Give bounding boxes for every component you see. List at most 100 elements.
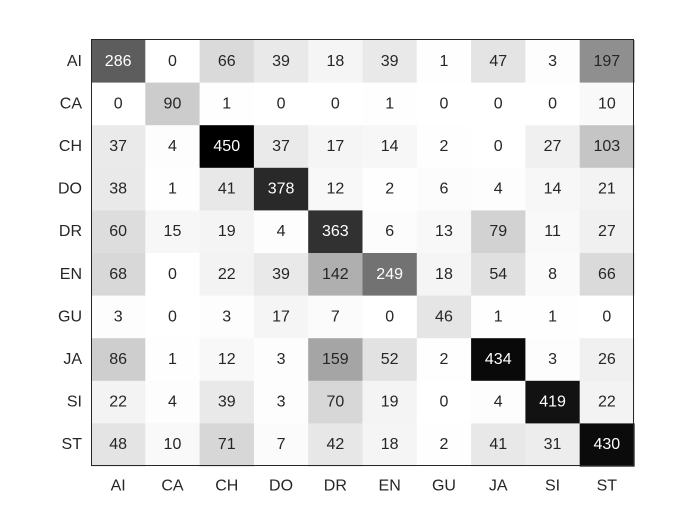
cell-value-label: 10 [598,95,616,112]
cell-value-label: 159 [322,351,349,368]
cell-value-label: 18 [381,436,399,453]
row-tick-label-si: SI [67,394,82,411]
cell-value-label: 47 [489,53,507,70]
heatmap-cell-ai-dr [308,40,364,84]
heatmap-cell-ch-si [525,125,581,169]
heatmap-cell-ca-ja [471,82,526,126]
cell-value-label: 2 [385,181,394,198]
heatmap-cell-do-en [362,167,418,211]
heatmap-cell-ch-st [579,125,635,169]
heatmap-cell-do-ja [471,167,526,211]
heatmap-cell-en-ai [91,253,146,297]
cell-value-label: 22 [109,394,127,411]
heatmap-cell-en-ja [471,253,526,297]
heatmap-cell-st-ch [199,423,255,467]
cell-value-label: 41 [489,436,507,453]
heatmap-cell-ja-ca [145,338,201,382]
row-tick-label-ai: AI [67,53,82,70]
heatmap-cell-st-do [253,423,309,467]
cell-value-label: 66 [598,266,616,283]
heatmap-cell-dr-ai [91,210,146,254]
cell-value-label: 450 [213,138,240,155]
cell-value-label: 19 [381,394,399,411]
cell-value-label: 2 [439,351,448,368]
cell-value-label: 6 [385,223,394,240]
heatmap-cell-en-do [253,253,309,297]
heatmap-cell-ai-gu [416,40,472,84]
heatmap-cell-ch-dr [308,125,364,169]
row-tick-labels: AI CA CH DO DR EN GU JA SI ST [58,53,82,453]
cell-value-label: 1 [385,95,394,112]
heatmap-cell-dr-st [579,210,635,254]
heatmap-cell-en-si [525,253,581,297]
heatmap-cell-dr-si [525,210,581,254]
cell-value-label: 54 [489,266,507,283]
cell-value-label: 37 [109,138,127,155]
cell-value-label: 0 [168,308,177,325]
col-tick-label-dr: DR [324,478,347,495]
cell-value-label: 0 [439,95,448,112]
col-tick-label-gu: GU [432,478,456,495]
cell-value-label: 7 [331,308,340,325]
heatmap-cell-ja-ch [199,338,255,382]
heatmap-cell-dr-en [362,210,418,254]
heatmap-cell-ch-gu [416,125,472,169]
heatmap-cell-st-st [579,423,635,467]
cell-value-label: 12 [218,351,236,368]
heatmap-cell-en-st [579,253,635,297]
cell-value-label: 48 [109,436,127,453]
heatmap-cell-dr-ja [471,210,526,254]
cell-value-label: 15 [164,223,182,240]
cell-value-label: 434 [485,351,512,368]
heatmap-cell-si-st [579,380,635,424]
heatmap-cell-ja-si [525,338,581,382]
cell-value-label: 0 [439,394,448,411]
row-tick-label-en: EN [60,266,82,283]
heatmap-cell-ch-ai [91,125,146,169]
cell-value-label: 286 [105,53,132,70]
heatmap-cell-ch-ca [145,125,201,169]
heatmap-cell-ja-gu [416,338,472,382]
row-tick-label-dr: DR [59,223,82,240]
cell-value-label: 3 [277,394,286,411]
heatmap-cell-gu-st [579,295,635,339]
cell-value-label: 1 [494,308,503,325]
cell-value-label: 19 [218,223,236,240]
cell-value-label: 197 [593,53,620,70]
cell-value-label: 39 [381,53,399,70]
heatmap-cell-ca-en [362,82,418,126]
col-tick-label-ch: CH [215,478,238,495]
cell-value-label: 17 [272,308,290,325]
col-tick-label-ca: CA [161,478,184,495]
cell-value-label: 249 [376,266,403,283]
heatmap-cell-ca-dr [308,82,364,126]
row-tick-label-ca: CA [60,95,83,112]
heatmap-cell-en-gu [416,253,472,297]
heatmap-cell-si-ai [91,380,146,424]
heatmap-cell-gu-en [362,295,418,339]
cell-value-label: 4 [277,223,286,240]
cell-value-label: 13 [435,223,453,240]
cell-value-label: 4 [494,394,503,411]
heatmap-cell-ca-si [525,82,581,126]
cell-value-label: 27 [544,138,562,155]
row-tick-label-ja: JA [63,351,82,368]
heatmap-cell-ca-ch [199,82,255,126]
plot-frame [91,39,634,466]
row-tick-label-gu: GU [58,308,82,325]
heatmap-cell-ai-si [525,40,581,84]
cell-value-label: 17 [326,138,344,155]
heatmap-cell-do-si [525,167,581,211]
cell-value-label: 14 [544,181,562,198]
col-tick-label-si: SI [545,478,560,495]
cell-value-label: 41 [218,181,236,198]
heatmap-cell-ch-ch [199,125,255,169]
heatmap-cell-do-do [253,167,309,211]
heatmap-cell-gu-dr [308,295,364,339]
heatmap-cell-ja-st [579,338,635,382]
cell-value-label: 3 [548,53,557,70]
cell-value-label: 86 [109,351,127,368]
heatmap-cell-st-dr [308,423,364,467]
heatmap-cell-ca-ca [145,82,201,126]
cell-value-label: 4 [494,181,503,198]
